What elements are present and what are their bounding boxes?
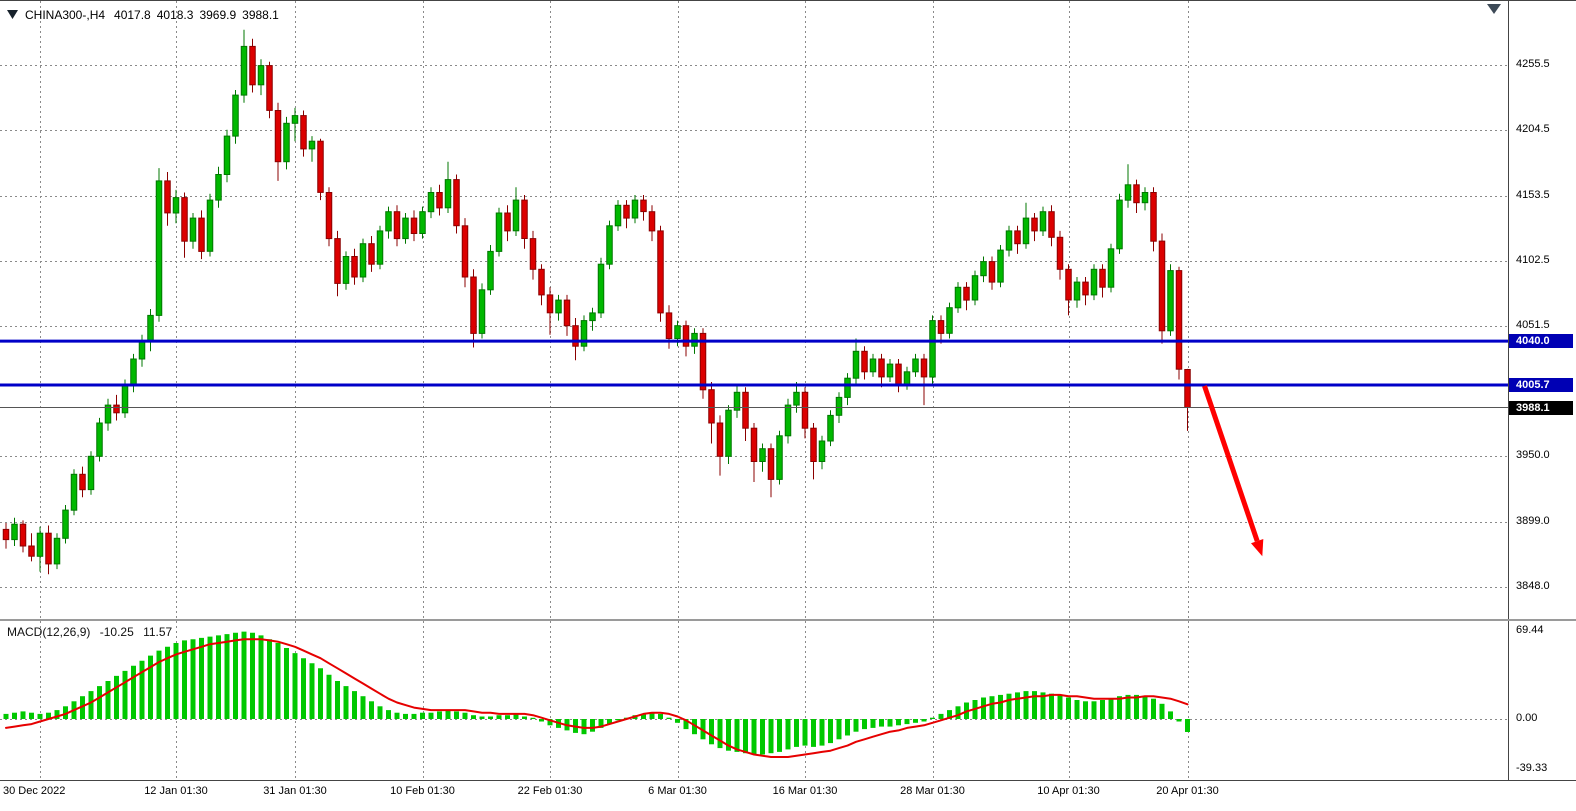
chart-legend: CHINA300-,H4 4017.8 4018.3 3969.9 3988.1 (7, 8, 285, 22)
price-tick-label: 4102.5 (1516, 253, 1550, 266)
price-tick-label: 3899.0 (1516, 514, 1550, 527)
price-tick-label: 3848.0 (1516, 580, 1550, 592)
time-tick-label: 30 Dec 2022 (3, 785, 66, 797)
time-tick-label: 10 Apr 01:30 (1037, 785, 1100, 797)
gridlines (0, 1, 1508, 779)
time-tick-label: 10 Feb 01:30 (390, 785, 455, 797)
macd-histogram (3, 631, 1190, 755)
time-tick-label: 20 Apr 01:30 (1156, 785, 1219, 797)
time-tick-label: 22 Feb 01:30 (517, 785, 583, 797)
support-resistance-lines (0, 339, 1508, 387)
price-tick-label: 4204.5 (1516, 123, 1550, 136)
time-scale[interactable]: 30 Dec 2022 12 Jan 01:30 31 Jan 01:30 10 Fe… (0, 781, 1576, 811)
macd-main-value: -10.25 (99, 625, 134, 639)
scroll-marker-icon[interactable] (1486, 3, 1502, 15)
time-tick-label: 16 Mar 01:30 (772, 785, 838, 797)
price-tick-label: 4255.5 (1516, 58, 1550, 70)
hline-price-label: 4040.0 (1509, 334, 1573, 349)
price-tick-label: 4051.5 (1516, 319, 1550, 332)
ohlc-close: 3988.1 (242, 8, 279, 22)
time-tick-label: 6 Mar 01:30 (648, 785, 707, 797)
candles (2, 29, 1191, 575)
macd-tick-label: -39.33 (1516, 761, 1548, 774)
trend-arrow[interactable] (1202, 385, 1264, 557)
price-tick-label: 3950.0 (1516, 449, 1550, 462)
ohlc-low: 3969.9 (199, 8, 237, 22)
time-tick-label: 28 Mar 01:30 (900, 785, 965, 797)
time-tick-label: 12 Jan 01:30 (144, 785, 208, 797)
macd-signal-line (5, 638, 1189, 758)
macd-tick-label: 69.44 (1516, 624, 1544, 637)
ohlc-open: 4017.8 (114, 8, 151, 22)
panel-borders (0, 0, 1576, 781)
time-tick-label: 31 Jan 01:30 (263, 785, 327, 797)
price-scale[interactable]: 4255.5 4204.5 4153.5 4102.5 4051.5 3950.0 3899… (1509, 0, 1576, 781)
hline-price-label: 4005.7 (1509, 377, 1573, 392)
macd-indicator-name: MACD(12,26,9) (7, 625, 91, 639)
current-price-label: 3988.1 (1509, 400, 1573, 415)
ohlc-high: 4018.3 (156, 8, 194, 22)
symbol-title: CHINA300-,H4 (25, 8, 106, 22)
macd-tick-label: 0.00 (1516, 712, 1538, 724)
macd-legend: MACD(12,26,9) -10.25 11.57 (7, 625, 178, 639)
macd-signal-value: 11.57 (143, 625, 173, 639)
symbol-marker-icon (7, 10, 18, 19)
price-tick-label: 4153.5 (1516, 188, 1550, 201)
